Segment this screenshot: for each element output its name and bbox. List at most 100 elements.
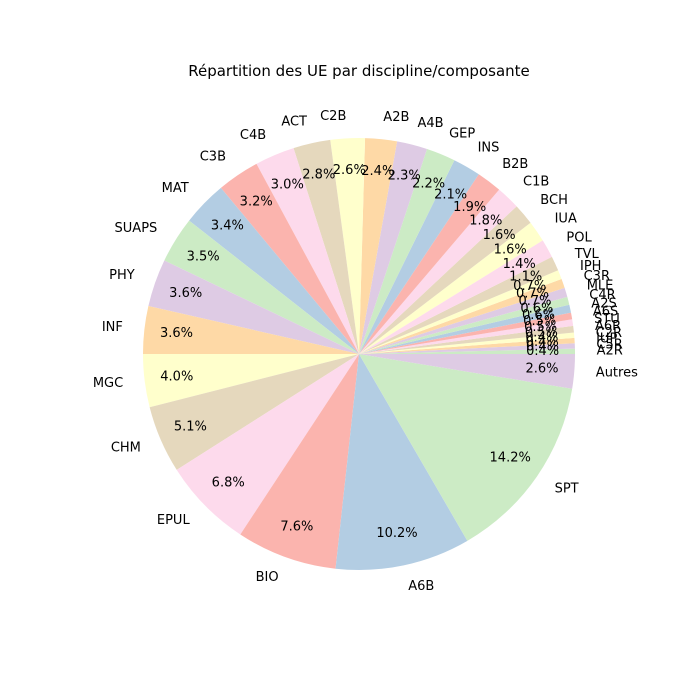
chart-title: Répartition des UE par discipline/compos… <box>188 62 530 80</box>
pct-label-epul: 6.8% <box>212 475 245 490</box>
pct-label-a6b: 10.2% <box>376 526 417 541</box>
slice-label-bch: BCH <box>540 193 568 208</box>
pie-slice-a2r <box>359 348 575 354</box>
pie-slice-c3r <box>359 279 565 354</box>
pct-label-suaps: 3.5% <box>187 250 220 265</box>
pct-label-a4b: 2.3% <box>388 169 421 184</box>
pct-label-c4r: 0.6% <box>520 301 553 316</box>
pct-label-c3b: 3.2% <box>240 194 273 209</box>
pct-label-c2b: 2.6% <box>333 163 366 178</box>
slice-label-c4r: C4R <box>589 288 615 303</box>
slice-label-suaps: SUAPS <box>115 221 158 236</box>
pie-slice-a6r <box>359 325 574 354</box>
slice-label-a2b: A2B <box>383 110 409 125</box>
slice-label-c2r: C2R <box>596 326 622 341</box>
pie-slice-mgc <box>143 354 359 408</box>
pie-slice-mle <box>359 287 568 354</box>
pct-label-a2b: 2.4% <box>361 164 394 179</box>
pct-label-c1b: 1.8% <box>469 214 502 229</box>
slice-label-inf: INF <box>102 320 123 335</box>
slice-label-tvl: TVL <box>574 247 600 262</box>
slice-label-ins: INS <box>478 141 500 156</box>
pie-slice-c3b <box>220 163 359 354</box>
pct-label-iup: 0.4% <box>526 335 559 350</box>
slice-label-iup: IUP <box>596 332 617 347</box>
pie-slice-ins <box>359 160 479 354</box>
pct-label-phy: 3.6% <box>169 286 202 301</box>
pie-slice-c2r <box>359 332 575 354</box>
slice-label-a6s: A6S <box>593 305 618 320</box>
pie-labels: A2R 0.4% C5R 0.4% IUP 0.4% C2R 0.4% A6R 0.5% STU 0.… <box>93 109 638 594</box>
pct-label-gep: 2.2% <box>412 177 445 192</box>
pie-slice-autres <box>359 354 575 389</box>
pct-label-inf: 3.6% <box>160 326 193 341</box>
slice-label-c1b: C1B <box>523 175 549 190</box>
pie-slice-c1b <box>359 189 517 354</box>
pct-label-chm: 5.1% <box>174 419 207 434</box>
slice-label-chm: CHM <box>111 441 141 456</box>
pie-slice-c2b <box>330 137 366 354</box>
pie-slice-a6s <box>359 312 573 354</box>
pct-label-mat: 3.4% <box>211 219 244 234</box>
pct-label-pol: 1.4% <box>503 257 536 272</box>
pie-slice-stu <box>359 319 574 354</box>
pie-slice-c4r <box>359 296 570 354</box>
pie-slices <box>143 137 575 570</box>
slice-label-act: ACT <box>281 115 307 130</box>
slice-label-a2r: A2R <box>597 344 623 359</box>
pie-slice-b2b <box>359 174 500 354</box>
pie-slice-tvl <box>359 256 559 354</box>
pct-label-a2s: 0.6% <box>522 308 555 323</box>
pie-slice-iph <box>359 270 562 354</box>
pie-slice-c5r <box>359 343 575 354</box>
pie-slice-c4b <box>256 148 359 354</box>
pie-slice-chm <box>149 354 359 470</box>
pct-label-c2r: 0.4% <box>525 331 558 346</box>
pie-slice-act <box>293 139 359 354</box>
pct-label-mle: 0.7% <box>518 294 551 309</box>
slice-label-c5r: C5R <box>596 338 622 353</box>
pct-label-b2b: 1.9% <box>453 200 486 215</box>
pct-label-c4b: 3.0% <box>271 178 304 193</box>
pie-slice-phy <box>148 260 359 354</box>
pie-slice-gep <box>359 148 455 354</box>
pie-slice-bch <box>359 206 531 354</box>
pie-slice-spt <box>359 354 573 541</box>
slice-label-mat: MAT <box>162 181 189 196</box>
pie-slice-iup <box>359 337 575 354</box>
slice-label-autres: Autres <box>596 366 638 381</box>
slice-label-a4b: A4B <box>418 116 444 131</box>
pct-label-iph: 0.7% <box>513 279 546 294</box>
pct-label-tvl: 1.1% <box>509 270 542 285</box>
slice-label-mgc: MGC <box>93 376 123 391</box>
pct-label-a6r: 0.5% <box>525 325 558 340</box>
pct-label-c5r: 0.4% <box>526 340 559 355</box>
slice-label-a6r: A6R <box>595 319 621 334</box>
slice-label-c2b: C2B <box>320 109 346 124</box>
slice-label-epul: EPUL <box>157 513 191 528</box>
pie-slice-a2s <box>359 304 571 354</box>
pie-slice-a6b <box>335 354 468 570</box>
slice-label-b2b: B2B <box>502 157 528 172</box>
slice-label-bio: BIO <box>256 570 279 585</box>
slice-label-mle: MLE <box>587 279 614 294</box>
pct-label-a2r: 0.4% <box>526 344 559 359</box>
pct-label-ins: 2.1% <box>434 187 467 202</box>
pct-label-bch: 1.6% <box>483 228 516 243</box>
pie-slice-a4b <box>359 141 428 354</box>
pct-label-stu: 0.5% <box>524 320 557 335</box>
pie-slice-epul <box>176 354 359 535</box>
pie-slice-inf <box>143 306 359 354</box>
pct-label-autres: 2.6% <box>525 361 558 376</box>
pct-label-c3r: 0.7% <box>516 287 549 302</box>
slice-label-c3r: C3R <box>584 269 610 284</box>
pct-label-mgc: 4.0% <box>160 369 193 384</box>
pct-label-iua: 1.6% <box>494 242 527 257</box>
pie-slice-iua <box>359 222 543 354</box>
pct-label-act: 2.8% <box>302 167 335 182</box>
slice-label-iua: IUA <box>555 212 577 227</box>
pct-label-spt: 14.2% <box>490 451 531 466</box>
pie-slice-pol <box>359 240 552 354</box>
slice-label-c3b: C3B <box>200 150 226 165</box>
slice-label-a6b: A6B <box>408 579 434 594</box>
